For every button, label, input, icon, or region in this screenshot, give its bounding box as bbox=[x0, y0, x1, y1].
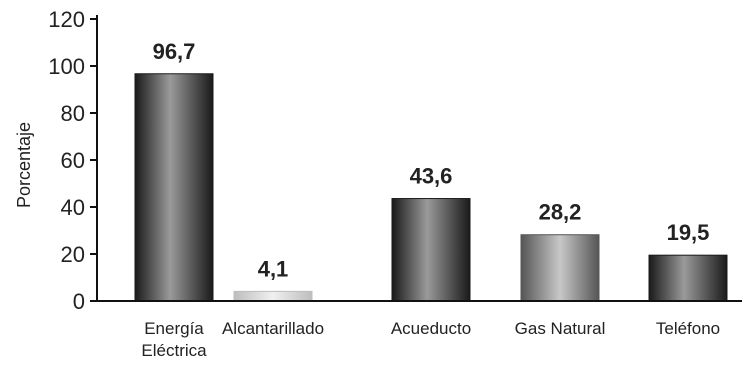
x-category-label-line: Eléctrica bbox=[141, 341, 207, 360]
x-category-label-line: Alcantarillado bbox=[222, 319, 324, 338]
x-axis: Energía Eléctrica Alcantarillado Acueducto G… bbox=[97, 300, 742, 360]
x-category-label: Energía Eléctrica bbox=[141, 319, 207, 360]
x-category-label-line: Gas Natural bbox=[515, 319, 606, 338]
bar-data-label: 28,2 bbox=[539, 200, 582, 225]
x-category-label-line: Teléfono bbox=[656, 319, 720, 338]
bar-data-label: 19,5 bbox=[667, 220, 710, 245]
x-category-label-line: Energía bbox=[144, 319, 204, 338]
y-tick-label: 120 bbox=[48, 7, 85, 32]
bar-data-label: 43,6 bbox=[410, 164, 453, 189]
y-tick-label: 0 bbox=[73, 289, 85, 314]
bar bbox=[233, 290, 313, 302]
bar-data-label: 4,1 bbox=[258, 256, 289, 281]
y-tick-label: 20 bbox=[61, 242, 85, 267]
y-tick-label: 80 bbox=[61, 101, 85, 126]
x-category-label: Acueducto bbox=[391, 319, 471, 338]
bar bbox=[391, 198, 471, 302]
x-category-label: Teléfono bbox=[656, 319, 720, 338]
y-axis: 0 20 40 60 80 100 120 bbox=[48, 7, 98, 314]
x-category-label: Gas Natural bbox=[515, 319, 606, 338]
x-category-label: Alcantarillado bbox=[222, 319, 324, 338]
y-axis-title: Porcentaje bbox=[14, 122, 34, 208]
bar bbox=[520, 234, 600, 302]
bars-group: 96,7 4,1 43,6 28,2 19,5 bbox=[134, 39, 728, 302]
y-tick-label: 100 bbox=[48, 54, 85, 79]
bar-data-label: 96,7 bbox=[153, 39, 196, 64]
bar bbox=[648, 254, 728, 302]
bar bbox=[134, 73, 214, 302]
y-tick-label: 40 bbox=[61, 195, 85, 220]
x-category-label-line: Acueducto bbox=[391, 319, 471, 338]
y-tick-label: 60 bbox=[61, 148, 85, 173]
